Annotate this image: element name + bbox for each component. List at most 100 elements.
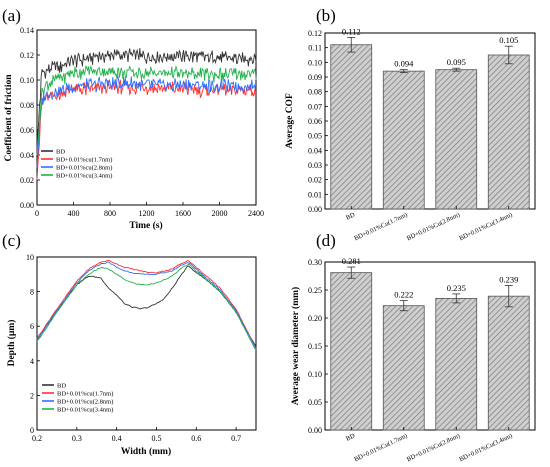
d-bar-0: [330, 272, 373, 431]
panel-a-legend: BDBD+0.01%cu(1.7nm)BD+0.01%cu(2.8nm)BD+0…: [41, 148, 112, 179]
b-ytick-label: 0.07: [308, 102, 322, 111]
b-bar-3: [487, 54, 530, 210]
d-category-label-0: BD: [345, 432, 356, 442]
d-ytick-label: 0.20: [308, 314, 322, 323]
c-series-line-1: [36, 259, 257, 349]
b-ytick-label: 0.08: [308, 88, 322, 97]
a-ytick-label: 0.02: [20, 176, 34, 185]
b-category-label-2: BD+0.01%Cu(2.8nm): [406, 211, 461, 242]
panel-b-label: (b): [316, 6, 336, 25]
c-ytick-label: 6: [30, 322, 34, 331]
d-ytick-label: 0.15: [308, 342, 322, 351]
b-ytick-label: 0.11: [308, 44, 322, 53]
c-ytick-label: 2: [30, 391, 34, 400]
a-xtick-label: 2000: [212, 209, 228, 218]
a-series-line-2: [36, 74, 257, 168]
a-ytick-label: 0.04: [20, 151, 34, 160]
b-category-label-3: BD+0.01%Cu(3.4nm): [458, 211, 513, 242]
d-ytick-label: 0.05: [308, 398, 322, 407]
b-ytick-label: 0.05: [308, 132, 322, 141]
b-ytick-label: 0.12: [308, 29, 322, 38]
b-ytick-label: 0.01: [308, 190, 322, 199]
a-ytick-label: 0.14: [20, 26, 34, 35]
d-category-label-3: BD+0.01%Cu(3.4nm): [458, 432, 513, 463]
a-ytick-label: 0.12: [20, 51, 34, 60]
a-ytick-label: 0.08: [20, 101, 34, 110]
panel-d-ylabel: Average wear diameter (mm): [290, 287, 301, 405]
c-ytick-label: 0: [30, 426, 34, 435]
a-ytick-label: 0.10: [20, 76, 34, 85]
a-series-line-3: [36, 64, 257, 156]
b-ytick-label: 0.09: [308, 73, 322, 82]
d-ytick-label: 0.30: [308, 258, 322, 267]
d-value-label-0: 0.281: [342, 256, 361, 266]
b-ytick-label: 0.06: [308, 117, 322, 126]
a-legend-label-3: BD+0.01%cu(3.4nm): [56, 172, 112, 179]
a-legend-label-2: BD+0.01%cu(2.8nm): [56, 164, 112, 171]
b-value-label-0: 0.112: [342, 26, 361, 36]
b-category-label-1: BD+0.01%Cu(1.7nm): [353, 211, 408, 242]
a-legend-label-1: BD+0.01%cu(1.7nm): [56, 156, 112, 163]
d-category-label-2: BD+0.01%Cu(2.8nm): [406, 432, 461, 463]
a-xtick-label: 400: [68, 209, 80, 218]
panel-a-ylabel: Coefficient of friction: [4, 74, 14, 162]
panel-a-line-chart: (a) 0.00 0.02 0.04 0.06 0.08 0.10 0.12 0.14 0 40…: [2, 6, 264, 231]
c-legend-label-2: BD+0.01%cu(2.8nm): [57, 398, 113, 405]
panel-c-legend: BDBD+0.01%cu(1.7nm)BD+0.01%cu(2.8nm)BD+0…: [42, 382, 113, 413]
d-category-label-1: BD+0.01%Cu(1.7nm): [353, 432, 408, 463]
b-value-label-3: 0.105: [499, 35, 518, 45]
c-series-line-2: [36, 261, 257, 350]
c-series-line-3: [36, 263, 257, 351]
b-bar-0: [330, 44, 373, 210]
b-category-label-0: BD: [345, 211, 356, 221]
a-ytick-label: 0.00: [20, 201, 34, 210]
panel-c-ylabel: Depth (μm): [6, 320, 17, 367]
c-legend-label-3: BD+0.01%cu(3.4nm): [57, 406, 113, 413]
panel-a-label: (a): [2, 6, 21, 25]
c-legend-label-1: BD+0.01%cu(1.7nm): [57, 390, 113, 397]
a-xtick-label: 2400: [248, 209, 264, 218]
b-ytick-label: 0.10: [308, 58, 322, 67]
c-xtick-label: 0.7: [231, 434, 241, 443]
panel-d-bar-chart: (d) 0.00 0.05 0.10 0.15 0.20 0.25 0.30 0.281 BD…: [290, 231, 536, 463]
b-bar-2: [435, 69, 478, 210]
d-bar-2: [435, 297, 478, 431]
c-xtick-label: 0.5: [151, 434, 161, 443]
panel-b-bar-chart: (b) 0.00 0.01 0.02 0.03 0.04 0.05 0.06 0.07 0.08…: [285, 6, 536, 242]
a-ytick-label: 0.06: [20, 126, 34, 135]
a-xtick-label: 0: [35, 209, 39, 218]
d-bar-1: [382, 305, 425, 431]
b-ytick-label: 0.03: [308, 161, 322, 170]
panel-b-ylabel: Average COF: [285, 93, 295, 149]
panel-c-xlabel: Width (mm): [121, 446, 171, 457]
c-ytick-label: 8: [30, 288, 34, 297]
c-series-line-0: [36, 265, 257, 347]
d-value-label-3: 0.239: [499, 275, 518, 285]
d-bar-3: [487, 295, 530, 431]
b-ytick-label: 0.04: [308, 146, 322, 155]
a-xtick-label: 1600: [175, 209, 191, 218]
b-value-label-2: 0.095: [447, 57, 466, 67]
b-bar-1: [382, 70, 425, 210]
c-xtick-label: 0.4: [112, 434, 122, 443]
panel-a-xlabel: Time (s): [129, 220, 162, 231]
a-legend-label-0: BD: [56, 148, 65, 155]
c-xtick-label: 0.6: [191, 434, 201, 443]
c-ytick-label: 10: [26, 253, 34, 262]
panel-d-label: (d): [316, 231, 336, 250]
d-ytick-label: 0.10: [308, 370, 322, 379]
d-ytick-label: 0.25: [308, 286, 322, 295]
b-ytick-label: 0.00: [308, 205, 322, 214]
panel-c-frame: [36, 256, 257, 431]
a-xtick-label: 1200: [139, 209, 155, 218]
panel-c-line-chart: (c) 0 2 4 6 8 10 0.2 0.3 0.4 0.5 0.6 0.7 Depth (μm…: [2, 231, 257, 457]
b-value-label-1: 0.094: [394, 59, 414, 69]
c-xtick-label: 0.2: [32, 434, 42, 443]
d-ytick-label: 0.00: [308, 426, 322, 435]
d-value-label-2: 0.235: [447, 283, 466, 293]
c-xtick-label: 0.3: [72, 434, 82, 443]
c-ytick-label: 4: [30, 357, 34, 366]
c-legend-label-0: BD: [57, 382, 66, 389]
a-series-line-0: [36, 48, 257, 149]
